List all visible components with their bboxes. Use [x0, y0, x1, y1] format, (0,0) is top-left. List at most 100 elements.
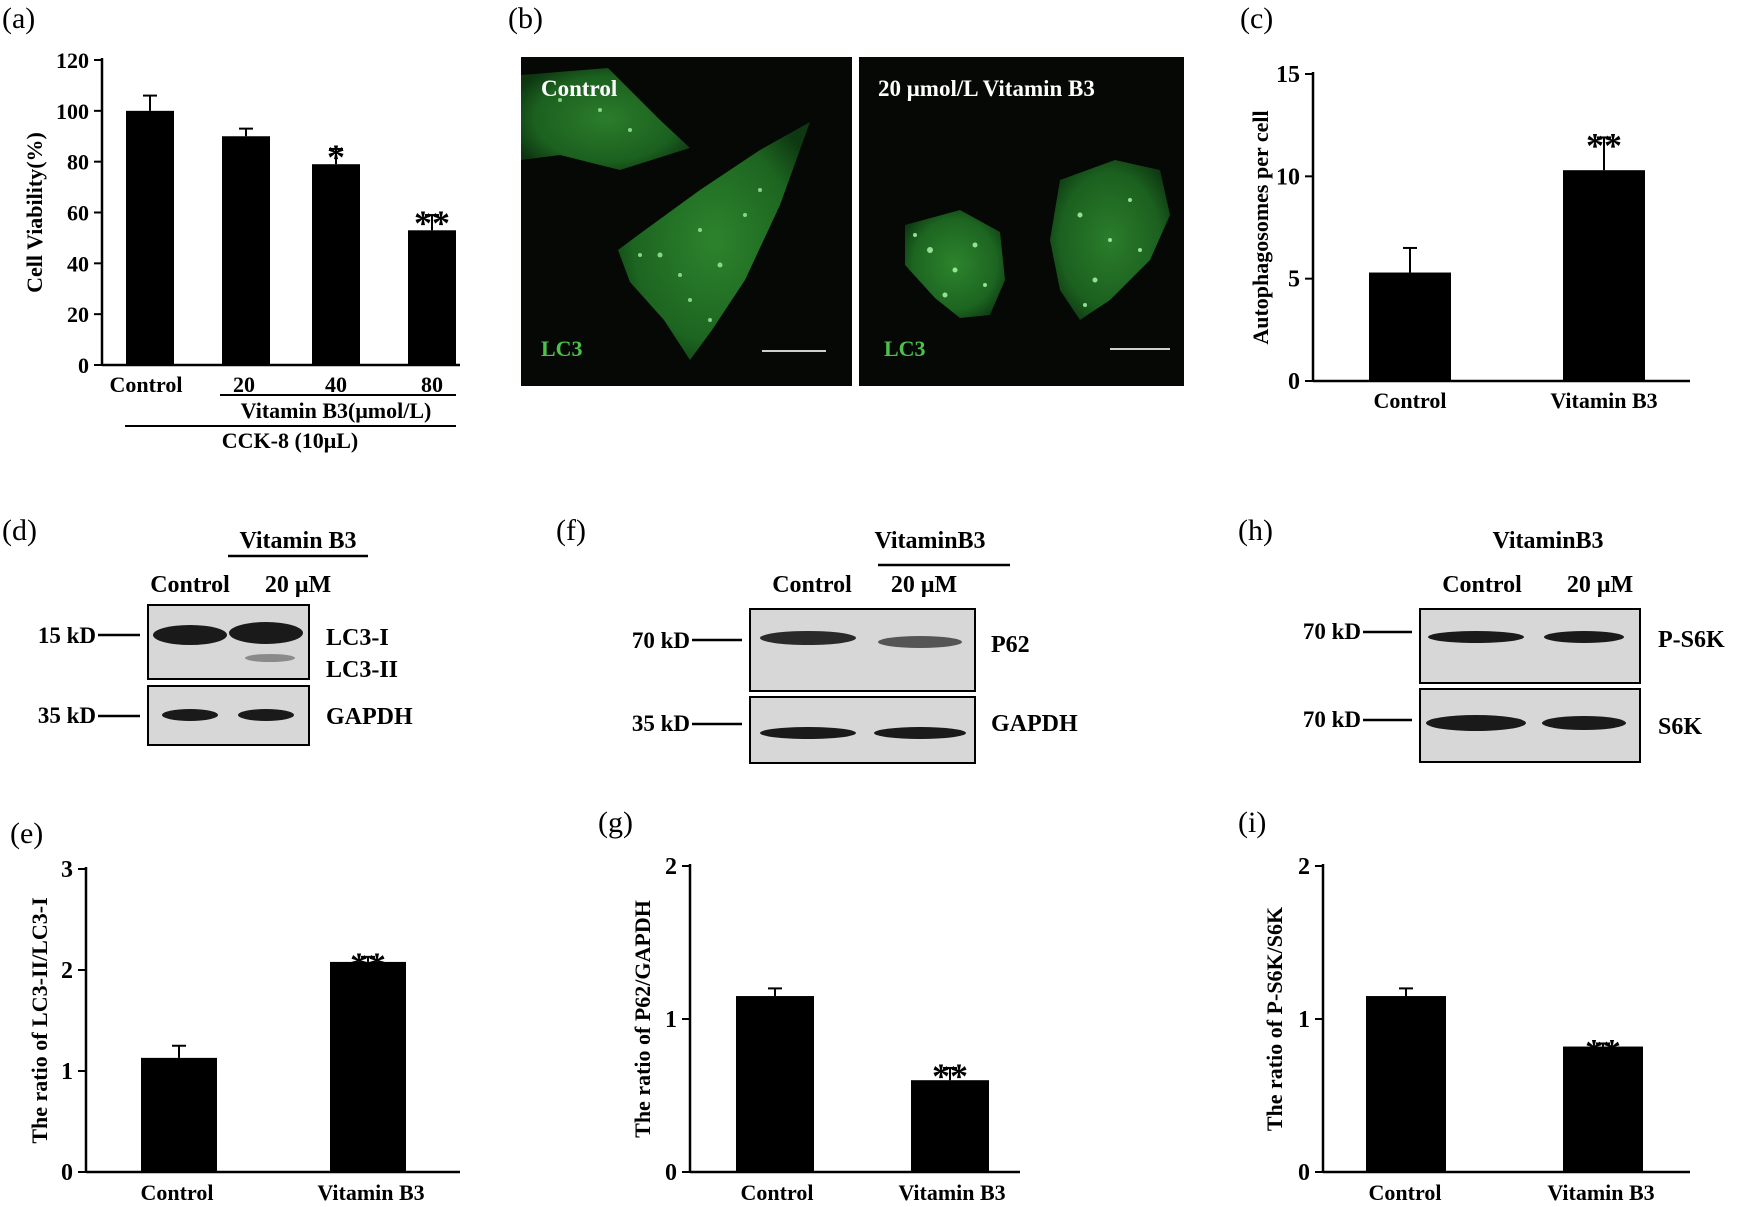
- y-tick-label: 1: [61, 1059, 73, 1085]
- y-tick-label: 1: [1298, 1007, 1310, 1033]
- y-axis-label: The ratio of P-S6K/S6K: [1262, 907, 1287, 1131]
- y-tick-label: 0: [78, 353, 89, 378]
- blot-h-lane-treated: 20 μM: [1567, 572, 1633, 598]
- blot-f-marker-1: 70 kD: [632, 628, 690, 653]
- chart-cell-viability: 0 20 40 60 80 100 120 Cell Viability(%) Control 2…: [22, 48, 460, 397]
- category-label: 80: [421, 372, 443, 397]
- panel-label-a: (a): [2, 2, 35, 35]
- bar: [312, 164, 360, 365]
- y-tick-label: 80: [67, 150, 89, 175]
- panel-label-d: (d): [2, 514, 37, 547]
- band: [229, 622, 303, 644]
- panel-label-e: (e): [10, 817, 43, 850]
- category-label: Vitamin B3: [1547, 1180, 1654, 1205]
- band: [238, 709, 294, 721]
- category-label: Vitamin B3: [898, 1180, 1005, 1205]
- y-tick-label: 1: [665, 1007, 677, 1033]
- blot-h-group-label: VitaminB3: [1492, 528, 1603, 554]
- significance-marker: **: [1585, 1031, 1621, 1071]
- micrograph-control-title: Control: [541, 76, 617, 101]
- panel-label-i: (i): [1238, 806, 1266, 839]
- bar: [126, 110, 174, 365]
- significance-marker: **: [350, 945, 386, 985]
- group-label-vitamin: Vitamin B3(μmol/L): [241, 398, 432, 423]
- chart-a-groups: Vitamin B3(μmol/L) CCK-8 (10μL): [125, 394, 456, 453]
- bar: [1563, 170, 1645, 381]
- y-tick-label: 100: [56, 99, 89, 124]
- bar: [408, 230, 456, 365]
- band: [1544, 631, 1624, 643]
- category-label: Vitamin B3: [317, 1180, 424, 1205]
- lc3-puncta: [913, 198, 1142, 307]
- significance-marker: **: [1586, 125, 1622, 165]
- panel-label-b: (b): [508, 2, 543, 35]
- panel-label-c: (c): [1240, 2, 1273, 35]
- cell-shape: [905, 210, 1005, 318]
- y-tick-label: 3: [61, 857, 73, 883]
- blot-f: VitaminB3 Control 20 μM 70 kD 35 kD P62 …: [632, 528, 1078, 764]
- blot-h-protein-s6k: S6K: [1658, 714, 1702, 740]
- y-tick-label: 0: [1298, 1160, 1310, 1186]
- bar: [736, 996, 814, 1172]
- blot-f-lane-control: Control: [772, 572, 852, 598]
- blot-f-p62-membrane: [749, 608, 976, 692]
- blot-d-lane-treated: 20 μM: [265, 572, 331, 598]
- y-tick-label: 0: [61, 1160, 73, 1186]
- significance-marker: **: [932, 1056, 968, 1096]
- blot-f-protein-gapdh: GAPDH: [991, 711, 1078, 737]
- band: [153, 625, 227, 645]
- chart-lc3-ratio: 0 1 2 3 The ratio of LC3-II/LC3-I Control ** Vi…: [27, 857, 460, 1205]
- blot-h: VitaminB3 Control 20 μM 70 kD 70 kD P-S6…: [1303, 528, 1725, 763]
- bar: [911, 1080, 989, 1172]
- y-tick-label: 120: [56, 48, 89, 73]
- y-tick-label: 20: [67, 302, 89, 327]
- blot-h-lane-control: Control: [1442, 572, 1522, 598]
- micrograph-control-stain: LC3: [541, 336, 583, 361]
- micrograph-vitamin-b3-title: 20 μmol/L Vitamin B3: [878, 76, 1095, 101]
- band: [1428, 631, 1524, 643]
- band: [874, 727, 966, 739]
- blot-d-protein-lc3i: LC3-I: [326, 625, 389, 651]
- category-label: Control: [110, 372, 183, 397]
- panel-label-h: (h): [1238, 514, 1273, 547]
- micrograph-vitamin-b3: 20 μmol/L Vitamin B3 LC3: [859, 57, 1184, 386]
- y-axis-label: The ratio of LC3-II/LC3-I: [27, 897, 52, 1143]
- significance-marker: **: [414, 203, 450, 243]
- blot-f-lane-treated: 20 μM: [891, 572, 957, 598]
- band: [245, 654, 295, 662]
- blot-h-ps6k-membrane: [1419, 608, 1641, 684]
- blot-h-protein-ps6k: P-S6K: [1658, 627, 1725, 653]
- blot-d-protein-gapdh: GAPDH: [326, 704, 413, 730]
- y-tick-label: 2: [1298, 854, 1310, 880]
- y-axis-label: The ratio of P62/GAPDH: [630, 900, 655, 1138]
- blot-f-marker-2: 35 kD: [632, 711, 690, 736]
- band: [878, 636, 962, 648]
- panel-label-f: (f): [556, 514, 586, 547]
- bar: [1563, 1046, 1643, 1172]
- blot-d: Vitamin B3 Control 20 μM 15 kD 35 kD LC3…: [38, 528, 413, 746]
- bar: [222, 136, 270, 365]
- category-label: Control: [1374, 388, 1447, 413]
- bar: [330, 961, 406, 1172]
- y-axis-label: Autophagosomes per cell: [1248, 110, 1273, 344]
- category-label: 40: [325, 372, 347, 397]
- y-tick-label: 40: [67, 251, 89, 276]
- band: [760, 631, 856, 645]
- bar: [141, 1057, 217, 1172]
- y-tick-label: 0: [1288, 369, 1300, 395]
- blot-h-marker-1: 70 kD: [1303, 619, 1361, 644]
- bar: [1366, 996, 1446, 1172]
- y-tick-label: 2: [665, 854, 677, 880]
- cell-shape: [618, 122, 810, 360]
- cell-shape: [521, 68, 690, 170]
- micrograph-vitamin-b3-stain: LC3: [884, 336, 926, 361]
- band: [162, 709, 218, 721]
- band: [760, 727, 856, 739]
- category-label: 20: [233, 372, 255, 397]
- blot-d-marker-2: 35 kD: [38, 703, 96, 728]
- category-label: Vitamin B3: [1550, 388, 1657, 413]
- lc3-puncta: [558, 98, 762, 322]
